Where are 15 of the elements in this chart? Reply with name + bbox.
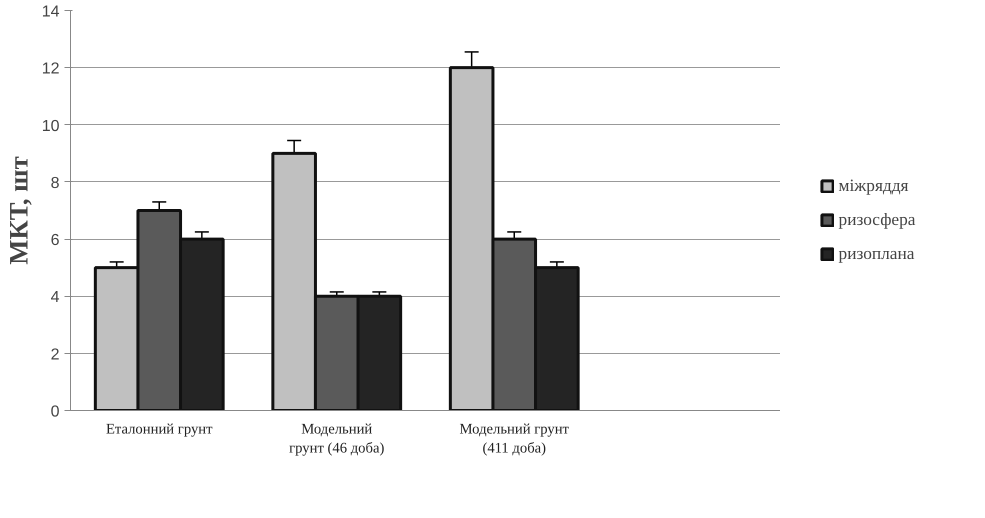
y-tick-label: 10 <box>42 118 60 135</box>
y-axis-title: МКТ, шт <box>4 156 34 265</box>
y-tick-label: 8 <box>50 174 60 192</box>
x-tick-label: Модельний грунт (46 доба) <box>289 422 384 457</box>
legend-label: ризоплана <box>838 244 914 264</box>
y-tick-label: 4 <box>50 289 60 306</box>
x-tick-label: Еталонний грунт <box>106 422 214 438</box>
y-tick-label: 14 <box>42 4 60 20</box>
legend-label: ризосфера <box>838 210 916 230</box>
y-tick-label: 6 <box>50 232 60 250</box>
y-tick-label: 0 <box>50 404 60 420</box>
legend-label: міжряддя <box>838 176 909 196</box>
x-tick-label: Модельний грунт (411 доба) <box>460 422 570 457</box>
y-tick-label: 12 <box>42 60 60 78</box>
y-tick-label: 2 <box>50 346 60 364</box>
